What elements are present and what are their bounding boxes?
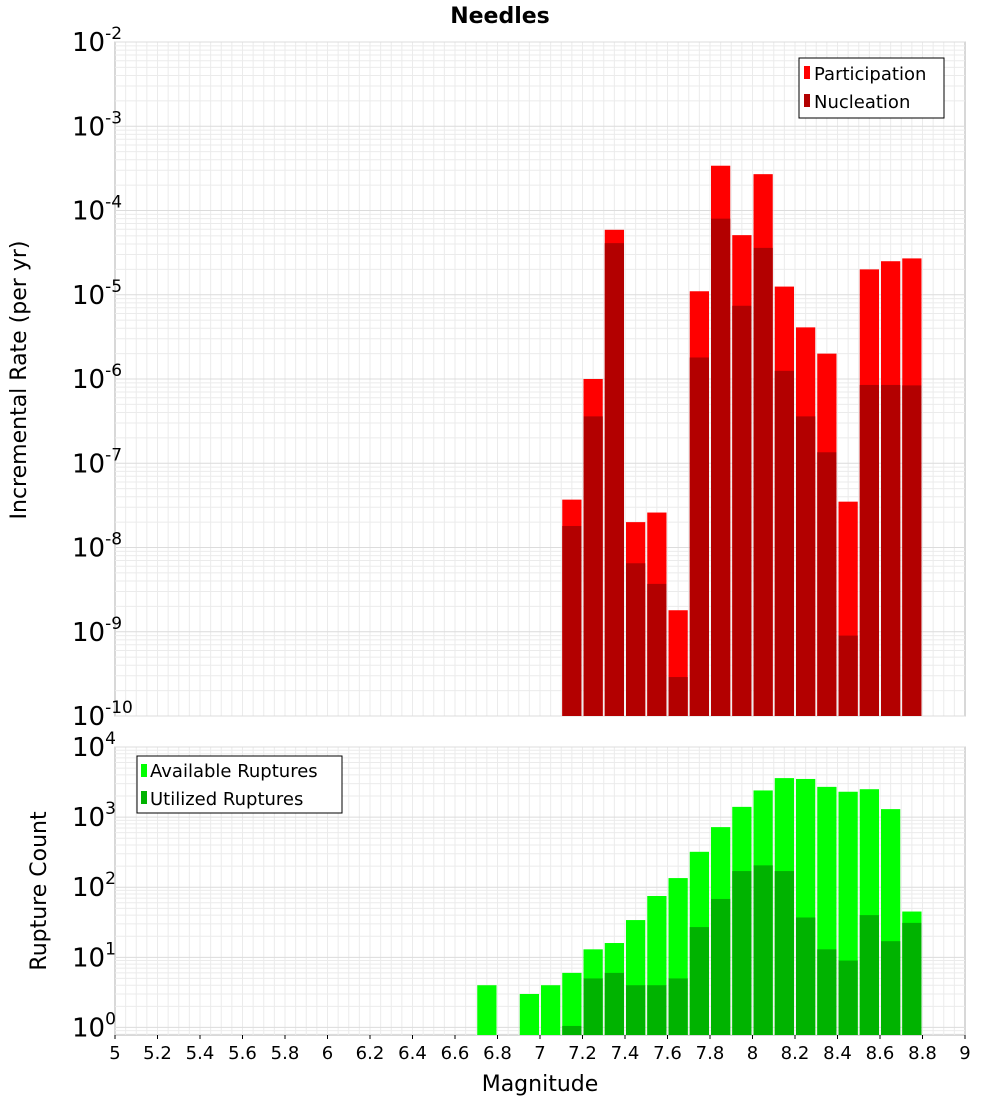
rate-y-tick-label: 10-8: [72, 530, 122, 564]
legend-swatch-available: [141, 764, 147, 777]
x-tick-label: 8: [747, 1043, 758, 1064]
x-tick-label: 6.6: [441, 1043, 470, 1064]
count-utilized-ruptures-bar: [774, 871, 794, 1035]
count-available-ruptures-bar: [541, 985, 561, 1035]
count-utilized-ruptures-bar: [647, 985, 667, 1035]
count-utilized-ruptures-bar: [902, 922, 922, 1035]
x-tick-label: 8.8: [908, 1043, 937, 1064]
rate-nucleation-bar: [604, 243, 624, 716]
count-y-tick-label: 100: [72, 1009, 116, 1043]
count-utilized-ruptures-bar: [817, 949, 837, 1035]
count-utilized-ruptures-bar: [753, 865, 773, 1035]
rate-nucleation-bar: [753, 247, 773, 716]
chart-title: Needles: [450, 4, 550, 29]
count-utilized-ruptures-bar: [859, 915, 879, 1035]
rate-panel: 10-2 10-3 10-4 10-5 10-6 10-7 10-8 10-9 10-10 Ne…: [7, 4, 966, 732]
legend-swatch-participation: [804, 66, 810, 79]
rate-nucleation-bar: [774, 370, 794, 716]
count-utilized-ruptures-bar: [796, 917, 816, 1035]
x-tick-label: 8.4: [823, 1043, 852, 1064]
x-tick-label: 6.2: [356, 1043, 385, 1064]
rate-nucleation-bar: [647, 583, 667, 716]
x-tick-label: 5.2: [143, 1043, 172, 1064]
x-tick-label: 7.6: [653, 1043, 682, 1064]
rate-y-tick-label: 10-9: [72, 614, 122, 648]
count-utilized-ruptures-bar: [583, 978, 603, 1035]
count-utilized-ruptures-bar: [838, 960, 858, 1035]
rate-nucleation-bar: [838, 635, 858, 716]
rate-y-ticks: 10-2 10-3 10-4 10-5 10-6 10-7 10-8 10-9 10-10: [72, 24, 133, 732]
count-available-ruptures-bar: [519, 993, 539, 1035]
legend-label-nucleation: Nucleation: [814, 92, 910, 113]
count-utilized-ruptures-bar: [562, 1025, 582, 1035]
count-utilized-ruptures-bar: [711, 898, 731, 1035]
x-tick-label: 5: [109, 1043, 120, 1064]
rate-y-tick-label: 10-3: [72, 108, 122, 142]
rate-nucleation-bar: [817, 452, 837, 716]
rate-legend: Participation Nucleation: [798, 57, 945, 119]
rate-nucleation-bar: [668, 677, 688, 716]
rate-y-tick-label: 10-10: [72, 698, 133, 732]
rate-nucleation-bar: [796, 416, 816, 716]
count-utilized-ruptures-bar: [604, 972, 624, 1035]
count-utilized-ruptures-bar: [668, 978, 688, 1035]
count-legend: Available Ruptures Utilized Ruptures: [136, 755, 343, 814]
count-panel: 104 103 102 101 100 5 5.2 5.4 5.6 5.8 6 6.2 6.4 6.6 6…: [27, 729, 971, 1097]
legend-swatch-utilized: [141, 791, 147, 804]
rate-y-axis-label: Incremental Rate (per yr): [7, 241, 32, 520]
count-utilized-ruptures-bar: [881, 941, 901, 1035]
count-y-axis-label: Rupture Count: [27, 811, 52, 971]
rate-nucleation-bar: [626, 563, 646, 716]
x-tick-label: 7.8: [696, 1043, 725, 1064]
rate-nucleation-bar: [732, 305, 752, 716]
count-available-ruptures-bar: [562, 972, 582, 1035]
count-available-ruptures-bar: [477, 985, 497, 1035]
rate-y-tick-label: 10-4: [72, 193, 122, 227]
x-tick-label: 7: [534, 1043, 545, 1064]
count-y-tick-label: 101: [72, 939, 116, 973]
count-legend-box: [136, 755, 343, 814]
rate-nucleation-bar: [881, 384, 901, 716]
legend-label-available: Available Ruptures: [150, 761, 318, 782]
count-bars: [477, 778, 922, 1035]
x-tick-label: 6.4: [398, 1043, 427, 1064]
x-tick-label: 5.6: [228, 1043, 257, 1064]
x-tick-label: 7.4: [611, 1043, 640, 1064]
rate-gridlines: [115, 41, 965, 717]
x-tick-label: 8.2: [781, 1043, 810, 1064]
rate-y-tick-label: 10-7: [72, 445, 122, 479]
count-y-ticks: 104 103 102 101 100: [72, 729, 116, 1043]
x-tick-label: 6: [322, 1043, 333, 1064]
rate-nucleation-bar: [562, 525, 582, 716]
rate-nucleation-bar: [711, 218, 731, 716]
x-tick-label: 7.2: [568, 1043, 597, 1064]
legend-label-participation: Participation: [814, 64, 926, 85]
x-tick-label: 9: [959, 1043, 970, 1064]
count-utilized-ruptures-bar: [689, 927, 709, 1035]
count-y-tick-label: 102: [72, 869, 116, 903]
count-y-tick-label: 103: [72, 799, 116, 833]
rate-y-tick-label: 10-5: [72, 277, 122, 311]
rate-nucleation-bar: [859, 384, 879, 716]
rate-nucleation-bar: [902, 385, 922, 716]
rate-nucleation-bar: [689, 357, 709, 716]
x-axis-ticks: 5 5.2 5.4 5.6 5.8 6 6.2 6.4 6.6 6.8 7 7.2 7.4 7.6 7.8 8…: [109, 1035, 971, 1064]
x-axis-label: Magnitude: [482, 1072, 599, 1097]
count-utilized-ruptures-bar: [732, 871, 752, 1035]
x-tick-label: 5.4: [186, 1043, 215, 1064]
count-y-tick-label: 104: [72, 729, 116, 763]
count-utilized-ruptures-bar: [626, 985, 646, 1035]
x-tick-label: 6.8: [483, 1043, 512, 1064]
rate-nucleation-bar: [583, 416, 603, 716]
x-tick-label: 8.6: [866, 1043, 895, 1064]
rate-bars: [562, 165, 922, 717]
legend-label-utilized: Utilized Ruptures: [150, 789, 303, 810]
rate-legend-box: [798, 57, 945, 119]
legend-swatch-nucleation: [804, 94, 810, 107]
x-tick-label: 5.8: [271, 1043, 300, 1064]
rate-y-tick-label: 10-6: [72, 361, 122, 395]
rate-y-tick-label: 10-2: [72, 24, 122, 58]
